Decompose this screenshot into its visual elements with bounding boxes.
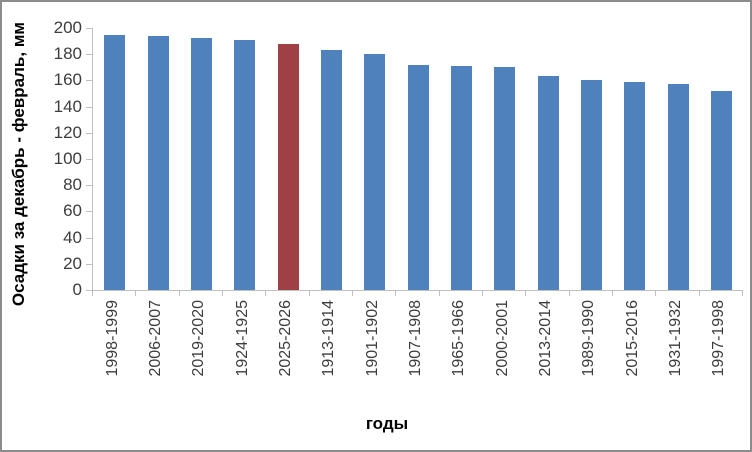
bar-highlighted [277, 43, 299, 290]
bar [234, 39, 256, 290]
x-tick-mark [222, 291, 223, 296]
bar [190, 38, 212, 290]
x-axis-title: годы [365, 414, 409, 433]
bar [624, 81, 646, 290]
x-tick-label: 1907-1908 [407, 300, 424, 377]
y-tick-mark [86, 28, 92, 29]
x-tick-label: 2013-2014 [537, 300, 554, 377]
x-tick-mark [612, 291, 613, 296]
bar [450, 66, 472, 290]
bar [537, 76, 559, 290]
y-tick-label: 100 [53, 149, 82, 168]
x-tick-mark [568, 291, 570, 296]
y-tick-mark [86, 107, 92, 108]
x-tick-mark [438, 291, 440, 296]
x-tick-mark [92, 291, 93, 296]
x-tick-mark [178, 291, 180, 296]
x-tick-label: 1901-1902 [363, 300, 381, 377]
bar [320, 50, 342, 290]
bar [580, 80, 602, 290]
x-tick-mark [655, 291, 657, 296]
x-tick-label: 2006-2007 [147, 300, 164, 377]
bar [364, 54, 386, 290]
x-tick-mark [742, 291, 743, 296]
x-tick-label: 1997-1998 [710, 300, 728, 377]
bar [104, 34, 126, 290]
bar [147, 35, 169, 290]
y-tick-label: 40 [63, 227, 82, 247]
x-tick-mark [308, 291, 310, 296]
bar [494, 67, 516, 290]
x-tick-mark [482, 291, 483, 296]
y-tick-label: 60 [63, 201, 82, 221]
plot-area [92, 28, 743, 291]
y-tick-mark [86, 290, 92, 291]
x-tick-label: 1998-1999 [103, 300, 121, 377]
x-tick-label: 1913-1914 [320, 300, 338, 377]
bar [667, 84, 689, 290]
y-tick-label: 200 [53, 18, 82, 37]
x-tick-label: 1989-1990 [580, 300, 598, 377]
x-tick-mark [395, 291, 397, 296]
bar [710, 90, 732, 290]
x-tick-label: 1931-1932 [667, 300, 684, 377]
x-tick-mark [352, 291, 353, 296]
y-tick-mark [86, 54, 92, 55]
x-tick-mark [265, 291, 267, 296]
y-tick-mark [86, 80, 92, 81]
y-tick-label: 180 [53, 44, 82, 64]
y-tick-label: 0 [72, 280, 82, 299]
x-tick-label: 1924-1925 [233, 300, 251, 377]
x-tick-label: 1965-1966 [450, 300, 468, 377]
x-tick-mark [135, 291, 137, 296]
y-tick-mark [86, 185, 92, 186]
x-tick-label: 2025-2026 [277, 300, 294, 377]
x-tick-mark [698, 291, 700, 296]
y-tick-label: 120 [53, 122, 82, 142]
x-tick-mark [525, 291, 527, 296]
x-tick-label: 2000-2001 [493, 300, 511, 377]
y-tick-label: 20 [63, 253, 82, 273]
x-tick-label: 2019-2020 [190, 300, 208, 377]
x-tick-label: 2015-2016 [623, 300, 641, 377]
y-tick-mark [86, 238, 92, 239]
y-tick-mark [86, 133, 92, 134]
y-tick-label: 160 [53, 70, 82, 90]
y-tick-mark [86, 264, 92, 265]
bar [407, 64, 429, 290]
y-tick-mark [86, 159, 92, 160]
y-tick-label: 80 [63, 175, 82, 195]
y-tick-label: 140 [53, 96, 82, 116]
y-tick-mark [86, 211, 92, 212]
